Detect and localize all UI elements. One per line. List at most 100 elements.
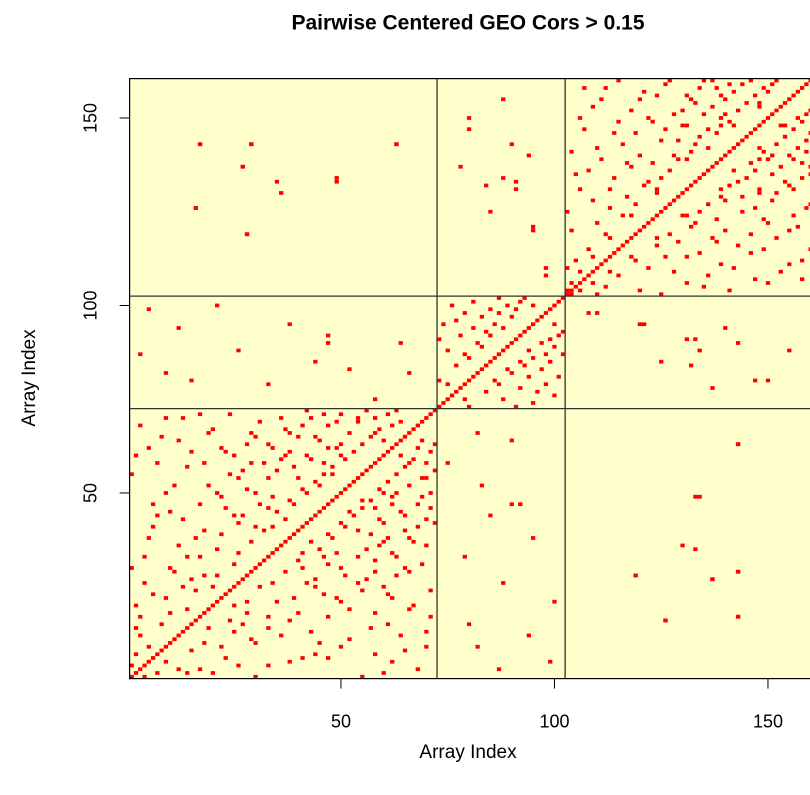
cell [313,479,318,484]
diagonal-cell [556,299,561,304]
cell [355,419,361,424]
cell [684,123,689,128]
cell [727,288,732,293]
cell [616,273,621,278]
cell [168,611,173,615]
cell [535,389,540,394]
cell [138,352,143,357]
cell [351,513,356,518]
cell [676,157,681,162]
cell [637,288,642,293]
cell [407,569,412,574]
diagonal-cell [317,509,322,514]
cell [543,352,549,357]
cell [155,461,160,465]
cell [326,423,331,428]
cell [232,629,237,634]
cell [761,149,766,154]
diagonal-cell [744,134,749,139]
cell [266,382,271,387]
diagonal-cell [437,404,442,409]
diagonal-cell [355,476,361,480]
cell [428,491,433,495]
cell [595,146,600,150]
diagonal-cell [642,224,647,229]
cell [466,116,472,120]
cell [326,532,331,537]
diagonal-cell [287,536,292,540]
diagonal-cell [424,416,429,420]
cell [360,442,365,447]
cell [479,344,485,349]
cell [488,513,493,518]
cell [159,434,164,439]
cell [791,187,796,192]
cell [501,397,506,402]
cell [377,427,382,432]
diagonal-cell [471,374,476,379]
cell [334,176,339,180]
diagonal-cell [462,382,467,387]
cell [765,281,771,285]
cell [398,419,403,424]
cell [407,461,412,465]
diagonal-cell [338,491,344,495]
diagonal-cell [193,618,198,623]
diagonal-cell [419,419,425,424]
cell [142,674,147,679]
cell [637,322,642,327]
diagonal-cell [394,442,399,447]
cell [274,599,280,604]
cell [150,502,156,507]
cell [432,442,438,447]
cell [308,629,314,634]
diagonal-cell [189,622,194,627]
cell [424,644,429,649]
cell [680,108,685,113]
cell [415,446,420,450]
cell [317,641,322,645]
cell [253,434,258,439]
cell [688,224,694,229]
cell [565,288,570,293]
cell [740,209,745,214]
cell [398,453,403,458]
cell [757,104,762,109]
cell [466,356,472,360]
cell [697,134,702,139]
diagonal-cell [334,494,339,499]
diagonal-cell [432,408,438,413]
cell [168,566,173,570]
cell [650,161,655,165]
cell [424,629,429,634]
cell [509,142,514,147]
cell [189,449,194,454]
cell [706,273,711,278]
cell [287,449,292,454]
cell [133,652,139,657]
cell [219,446,224,450]
cell [791,127,796,132]
cell [723,198,728,203]
diagonal-cell [633,232,638,237]
diagonal-cell [202,611,207,615]
cell [697,494,702,499]
cell [330,464,335,469]
cell [492,322,497,327]
cell [701,112,707,117]
cell [723,97,728,102]
cell [526,153,531,158]
cell [693,142,698,147]
cell [466,404,472,409]
cell [308,457,314,462]
cell [257,419,262,424]
cell [138,633,143,638]
cell [795,224,800,229]
cell [176,438,181,443]
diagonal-cell [620,243,625,248]
diagonal-cell [343,487,348,492]
cell [671,112,677,117]
cell [718,116,724,120]
diagonal-cell [616,247,621,252]
